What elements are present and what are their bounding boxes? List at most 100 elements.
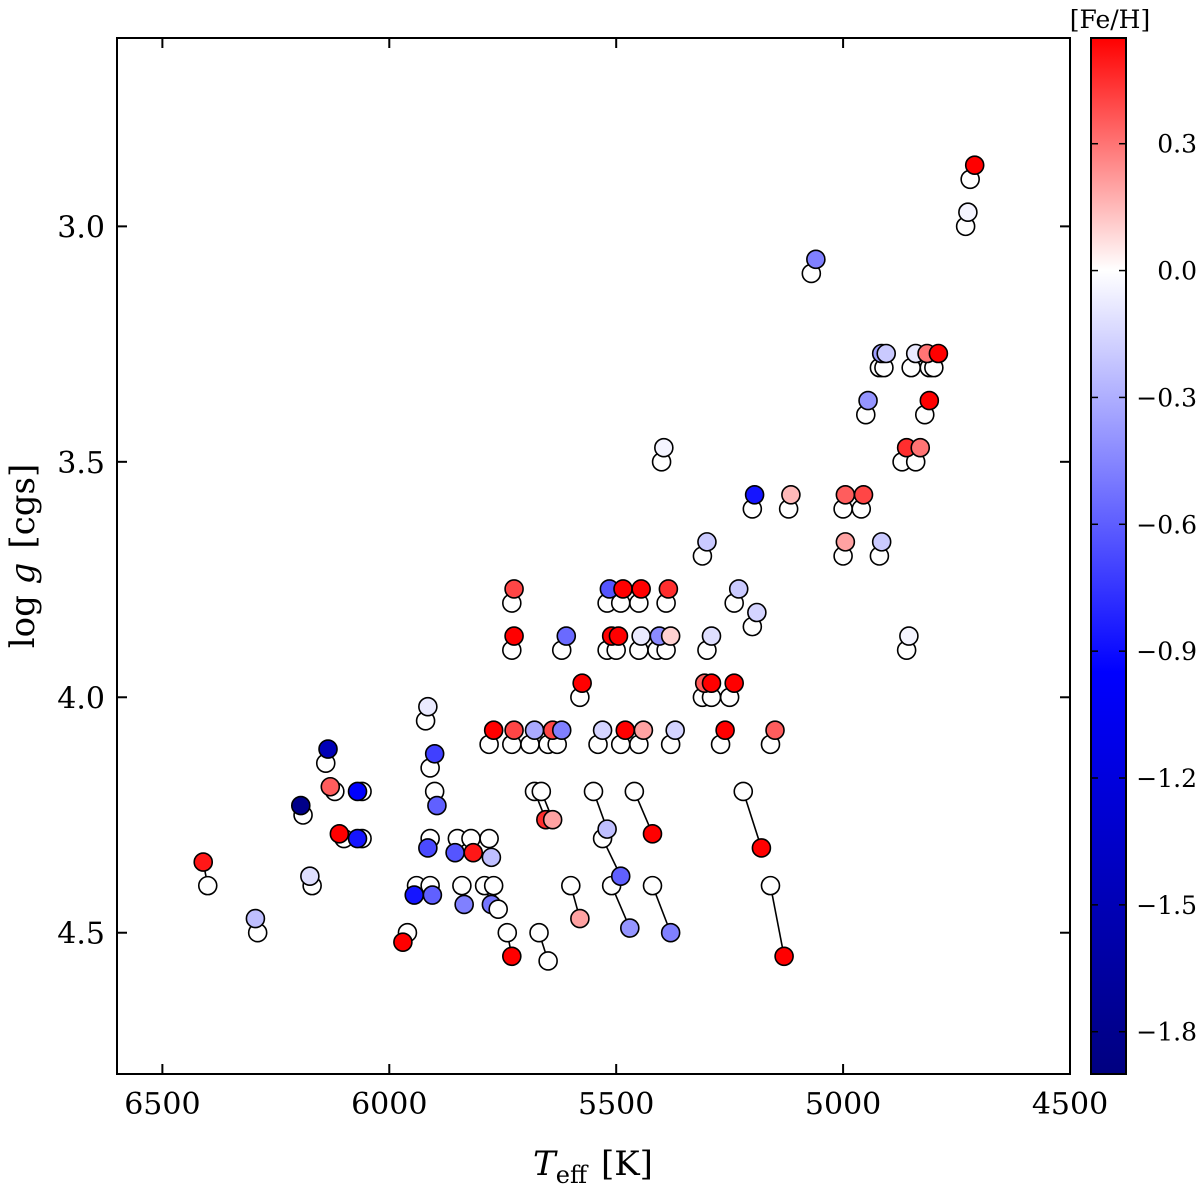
derived-point <box>765 720 785 741</box>
colorbar-tick-label: −1.8 <box>1136 1018 1197 1047</box>
derived-point <box>620 918 640 938</box>
y-tick-label: 4.5 <box>57 917 105 952</box>
derived-point <box>871 532 892 552</box>
derived-point <box>193 852 214 872</box>
derived-point <box>615 720 636 741</box>
initial-point <box>497 922 518 943</box>
derived-point <box>660 922 681 943</box>
derived-point <box>876 343 897 364</box>
derived-point <box>424 743 445 764</box>
derived-point <box>747 602 767 623</box>
derived-point <box>320 776 341 797</box>
derived-point <box>445 842 465 863</box>
colorbar-tick-label: −0.3 <box>1136 383 1197 412</box>
colorbar-tick-label: 0.0 <box>1157 257 1197 286</box>
derived-point <box>504 720 524 741</box>
connector-line <box>742 791 763 849</box>
derived-point <box>463 842 484 863</box>
derived-point <box>418 838 438 858</box>
derived-point <box>928 343 949 364</box>
colorbar-tick-label: −0.6 <box>1136 510 1197 539</box>
derived-point <box>502 946 522 967</box>
derived-point <box>665 720 685 741</box>
derived-point <box>592 720 613 741</box>
derived-point <box>774 946 794 967</box>
derived-point <box>631 626 651 646</box>
derived-point <box>245 908 266 929</box>
derived-point <box>613 579 633 599</box>
derived-point <box>393 932 413 952</box>
derived-point <box>572 673 592 693</box>
derived-point <box>504 626 524 646</box>
x-tick-label: 6500 <box>124 1087 200 1122</box>
derived-point <box>744 484 765 505</box>
colorbar-ticks: 0.3 0.0 −0.3 −0.6 −0.9 −1.2 −1.5 −1.8 <box>1091 130 1197 1047</box>
initial-point <box>624 781 645 802</box>
initial-point <box>529 922 549 943</box>
x-axis-label: Teff [K] <box>533 1144 653 1189</box>
colorbar-border <box>1090 37 1127 1075</box>
derived-point <box>542 809 563 830</box>
derived-point <box>715 720 735 741</box>
derived-markers <box>193 155 985 971</box>
derived-point <box>633 720 654 741</box>
derived-point <box>418 696 438 717</box>
derived-point <box>858 390 878 411</box>
x-axis-label-main: T <box>533 1144 558 1184</box>
y-axis-label-pre: log <box>3 584 43 648</box>
colorbar-tick-label: −1.5 <box>1136 891 1197 920</box>
x-tick-label: 5500 <box>578 1087 654 1122</box>
derived-point <box>556 626 577 646</box>
plot-border <box>116 37 1071 1075</box>
derived-point <box>290 795 311 816</box>
derived-point <box>658 579 679 599</box>
initial-point <box>561 875 581 896</box>
derived-point <box>538 951 558 971</box>
initial-point <box>583 781 604 802</box>
derived-point <box>488 899 509 919</box>
derived-point <box>454 894 474 915</box>
derived-point <box>728 579 749 599</box>
initial-point <box>483 875 504 896</box>
derived-point <box>835 484 856 505</box>
derived-point <box>964 155 985 175</box>
derived-point <box>483 720 504 741</box>
colorbar-tick-label: −0.9 <box>1136 637 1197 666</box>
derived-point <box>919 390 940 411</box>
derived-point <box>806 249 826 270</box>
derived-point <box>570 908 590 929</box>
derived-point <box>654 437 674 458</box>
derived-point <box>835 532 856 552</box>
derived-point <box>899 626 919 646</box>
derived-point <box>318 739 338 759</box>
derived-point <box>551 720 572 741</box>
colorbar-title: [Fe/H] <box>1070 5 1151 34</box>
derived-point <box>524 720 545 741</box>
derived-point <box>608 626 629 646</box>
colorbar-tick-label: −1.2 <box>1136 764 1197 793</box>
derived-point <box>347 828 368 849</box>
initial-markers <box>197 169 980 943</box>
x-axis-ticks: 6500 6000 5500 5000 4500 <box>124 38 1108 1122</box>
derived-point <box>853 484 874 505</box>
colorbar-gradient <box>1091 38 1126 1074</box>
initial-point <box>531 781 552 802</box>
x-tick-label: 6000 <box>351 1087 427 1122</box>
x-axis-label-unit: [K] <box>601 1144 653 1184</box>
x-axis-label-sub: eff <box>556 1161 589 1189</box>
y-tick-label: 4.0 <box>57 681 105 716</box>
y-axis-label-text: log g [cgs] <box>3 464 43 648</box>
connector-lines <box>202 164 976 962</box>
derived-point <box>910 437 931 458</box>
derived-point <box>481 847 502 868</box>
derived-point <box>504 579 524 599</box>
derived-point <box>422 885 443 905</box>
derived-point <box>642 824 663 844</box>
derived-point <box>724 673 744 693</box>
derived-point <box>631 579 651 599</box>
initial-point <box>452 875 472 896</box>
derived-point <box>427 795 447 816</box>
initial-point <box>197 875 218 896</box>
y-tick-label: 3.5 <box>57 446 105 481</box>
